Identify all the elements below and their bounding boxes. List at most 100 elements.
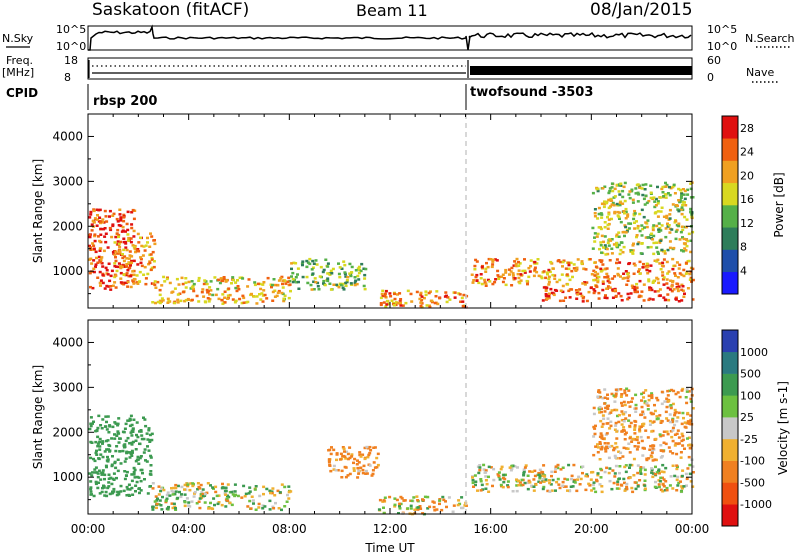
data-cell (104, 232, 108, 235)
data-cell (131, 493, 135, 496)
data-cell (643, 416, 647, 419)
data-cell (675, 452, 679, 456)
data-cell (687, 232, 691, 236)
data-cell (236, 279, 239, 282)
data-cell (217, 494, 221, 497)
data-cell (107, 262, 111, 265)
data-cell (190, 286, 194, 289)
data-cell (195, 294, 199, 298)
data-cell (132, 273, 136, 277)
data-cell (176, 293, 180, 296)
data-cell (634, 407, 638, 410)
data-cell (129, 261, 132, 264)
data-cell (606, 285, 610, 288)
data-cell (526, 282, 529, 286)
data-cell (432, 505, 436, 509)
data-cell (547, 280, 551, 284)
data-cell (108, 450, 112, 453)
data-cell (652, 444, 656, 447)
data-cell (495, 259, 499, 262)
data-cell (623, 276, 627, 280)
data-cell (359, 455, 363, 458)
data-cell (623, 181, 627, 185)
data-cell (138, 430, 141, 433)
data-cell (665, 216, 669, 220)
data-cell (499, 467, 503, 471)
data-cell (591, 226, 595, 230)
data-cell (599, 241, 603, 244)
data-cell (255, 295, 259, 298)
data-cell (388, 292, 392, 295)
data-cell (685, 390, 689, 393)
data-cell (589, 286, 593, 290)
data-cell (383, 294, 387, 298)
data-cell (130, 255, 134, 258)
data-cell (647, 298, 651, 302)
data-cell (137, 476, 141, 479)
data-cell (645, 225, 649, 229)
data-cell (591, 247, 595, 250)
data-cell (678, 238, 682, 241)
data-cell (593, 212, 597, 215)
data-cell (644, 221, 648, 224)
data-cell (132, 229, 136, 233)
data-cell (110, 269, 114, 273)
data-cell (362, 267, 366, 270)
data-cell (115, 445, 119, 448)
data-cell (135, 421, 139, 424)
data-cell (343, 271, 347, 274)
data-cell (621, 277, 625, 280)
data-cell (664, 480, 668, 483)
data-cell (127, 419, 131, 422)
data-cell (272, 278, 276, 281)
data-cell (203, 300, 207, 303)
data-cell (661, 274, 665, 277)
data-cell (382, 506, 385, 509)
data-cell (497, 277, 501, 280)
data-cell (151, 505, 155, 509)
data-cell (660, 206, 664, 209)
data-cell (131, 430, 135, 433)
data-cell (492, 467, 496, 471)
data-cell (366, 455, 370, 459)
data-cell (471, 281, 475, 284)
data-cell (165, 493, 169, 497)
data-cell (95, 208, 99, 211)
data-cell (635, 286, 639, 290)
data-cell (343, 465, 347, 469)
data-cell (296, 273, 299, 276)
data-cell (603, 402, 607, 405)
data-cell (611, 189, 615, 193)
data-cell (398, 505, 401, 508)
data-cell (623, 212, 626, 215)
data-cell (344, 475, 348, 479)
data-cell (97, 481, 100, 484)
data-cell (187, 280, 191, 284)
data-cell (349, 274, 353, 278)
data-cell (570, 477, 573, 481)
colorbar-swatch (722, 395, 738, 418)
data-cell (653, 458, 657, 461)
data-cell (131, 208, 135, 212)
data-cell (128, 266, 132, 269)
data-cell (668, 288, 672, 291)
data-cell (387, 302, 391, 306)
data-cell (638, 186, 642, 189)
data-cell (404, 301, 408, 305)
nsky-label: N.Sky (2, 32, 34, 45)
data-cell (103, 209, 107, 213)
data-cell (211, 293, 215, 297)
freq-tick-bottom: 8 (64, 71, 71, 84)
data-cell (665, 278, 669, 281)
data-cell (594, 265, 598, 268)
data-cell (622, 426, 626, 429)
data-cell (658, 480, 662, 483)
data-cell (581, 300, 585, 303)
data-cell (618, 471, 621, 475)
data-cell (111, 425, 115, 429)
data-cell (650, 471, 654, 474)
data-cell (143, 478, 146, 481)
data-cell (124, 474, 128, 477)
data-cell (142, 273, 146, 276)
data-cell (646, 219, 650, 222)
